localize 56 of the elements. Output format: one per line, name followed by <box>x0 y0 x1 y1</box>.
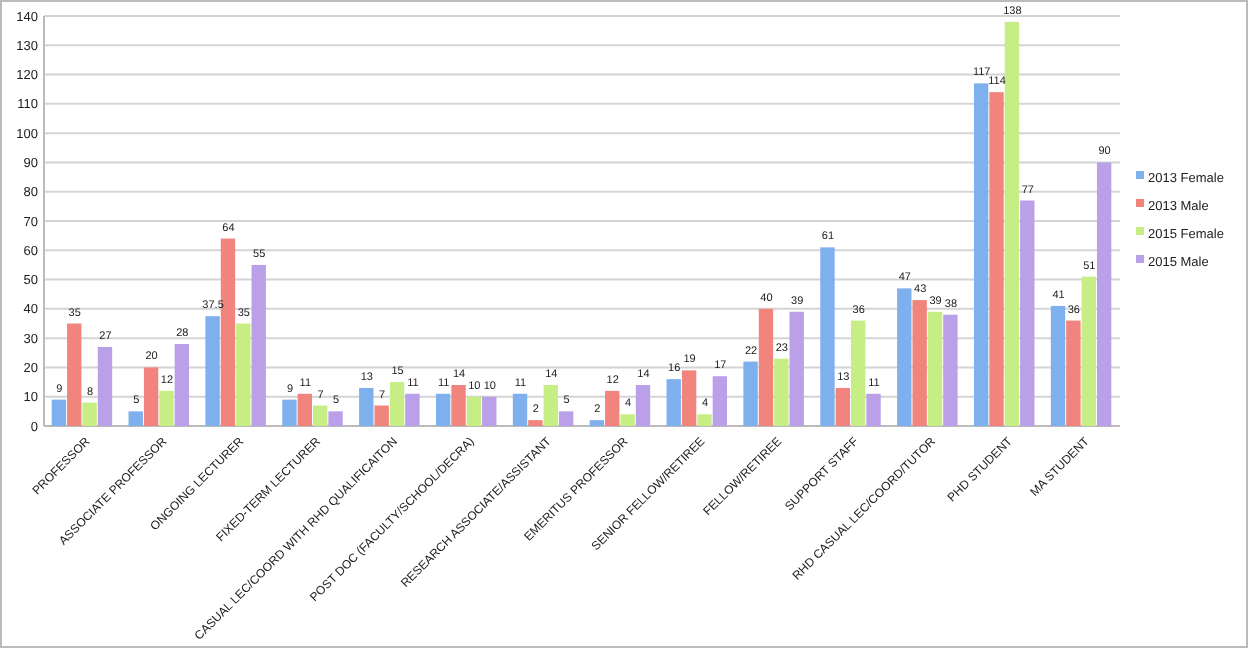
bar <box>635 385 651 426</box>
bar <box>589 420 605 426</box>
bar <box>835 387 850 426</box>
bar <box>543 385 558 426</box>
bar <box>851 320 866 426</box>
bar <box>927 311 943 426</box>
bar <box>666 379 681 426</box>
bar <box>820 247 835 426</box>
bar <box>943 314 958 426</box>
bar <box>128 411 143 426</box>
bar <box>712 376 728 426</box>
bar <box>174 344 190 426</box>
bar <box>989 92 1004 426</box>
bar <box>51 399 67 426</box>
bar <box>743 361 758 426</box>
bar <box>405 393 420 426</box>
bar <box>82 402 97 426</box>
bar <box>1050 305 1066 426</box>
bar <box>236 323 251 426</box>
bar <box>435 393 451 426</box>
bar <box>389 382 405 426</box>
bar <box>1081 276 1096 426</box>
bar <box>451 385 466 426</box>
bar <box>205 316 220 426</box>
bar <box>897 288 912 426</box>
bar <box>973 83 989 426</box>
bar <box>758 308 774 426</box>
bar <box>697 414 712 426</box>
bar <box>143 367 159 426</box>
bar <box>328 411 343 426</box>
bar <box>1066 320 1081 426</box>
bar <box>251 264 266 426</box>
bar <box>1020 200 1035 426</box>
bar <box>1096 162 1112 426</box>
bar <box>681 370 697 426</box>
bar <box>374 405 389 426</box>
bar <box>512 393 528 426</box>
bar <box>359 387 374 426</box>
bar <box>774 358 789 426</box>
bar <box>912 300 927 426</box>
bar <box>313 405 328 426</box>
bar <box>866 393 881 426</box>
bar <box>220 238 236 426</box>
bar <box>466 396 482 426</box>
bar <box>67 323 82 426</box>
bar <box>97 346 113 426</box>
bar <box>1004 21 1020 426</box>
bar <box>620 414 635 426</box>
bar <box>605 390 620 426</box>
bar <box>297 393 312 426</box>
bar <box>282 399 297 426</box>
bar <box>482 396 497 426</box>
bar <box>558 411 574 426</box>
bar <box>159 390 174 426</box>
bar <box>789 311 804 426</box>
bar <box>528 420 543 426</box>
